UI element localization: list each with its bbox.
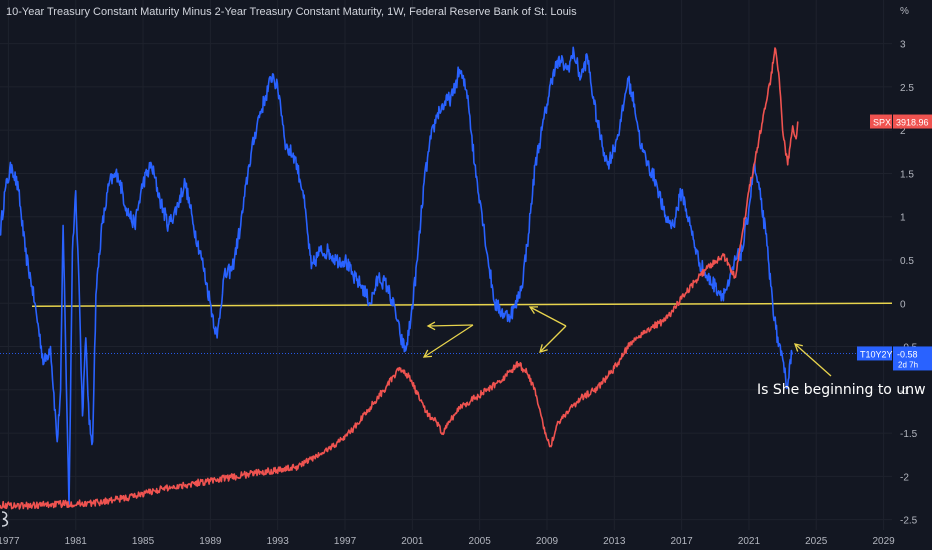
t10y2y-badge-value: -0.58 — [897, 349, 918, 359]
spx-badge-value: 3918.96 — [896, 118, 929, 128]
spx-badge-value-bg — [893, 114, 932, 129]
x-tick-label: 1977 — [0, 536, 20, 547]
spx-badge-label: SPX — [873, 118, 891, 128]
spx-badge-label-bg — [870, 114, 892, 129]
series-line-t10y2y — [0, 46, 794, 508]
x-tick-label: 2021 — [738, 536, 761, 547]
t10y2y-badge-label-bg — [857, 346, 892, 361]
t10y2y-badge-value-bg — [893, 346, 932, 371]
arrow-2007-low — [529, 306, 567, 327]
y-tick-label: 1 — [900, 213, 906, 224]
arrow-2000-spx-peak-head — [422, 349, 433, 358]
arrow-2000-low-head — [426, 321, 436, 331]
grid — [0, 0, 892, 530]
x-tick-label: 1997 — [334, 536, 357, 547]
x-tick-label: 2029 — [872, 536, 895, 547]
arrow-2000-low — [427, 324, 474, 327]
arrow-2023 — [794, 343, 832, 377]
x-tick-label: 2001 — [401, 536, 424, 547]
y-tick-label: -1 — [900, 386, 909, 397]
reference-lines — [0, 302, 893, 354]
y-tick-label: 2 — [900, 126, 906, 137]
x-tick-label: 2017 — [670, 536, 693, 547]
x-tick-label: 1989 — [199, 536, 222, 547]
y-axis: %32.521.510.50-0.5-1-1.5-2-2.5 — [900, 6, 918, 527]
t10y2y-badge-sub: 2d 7h — [898, 360, 918, 369]
y-tick-label: 0 — [900, 299, 906, 310]
arrow-2023-head — [793, 343, 803, 352]
y-tick-label: -2.5 — [900, 516, 918, 527]
t10y2y-badge-label: T10Y2Y — [860, 349, 893, 359]
y-unit-label: % — [900, 6, 909, 17]
arrow-2007-spx-peak-head — [539, 344, 548, 353]
arrow-2007-low-head — [528, 306, 539, 315]
y-tick-label: -1.5 — [900, 429, 918, 440]
x-tick-label: 1993 — [267, 536, 290, 547]
x-tick-label: 1981 — [65, 536, 88, 547]
x-axis: 1977 1981 1985 1989 1993 1997 2001 2005 2009 2013… — [0, 536, 895, 547]
annotation-text: Is She beginning to unw — [757, 382, 926, 398]
series-group — [0, 46, 799, 510]
y-tick-label: 3 — [900, 40, 906, 51]
x-tick-label: 2005 — [469, 536, 492, 547]
annotation-arrows — [422, 306, 832, 377]
x-tick-label: 2013 — [603, 536, 626, 547]
x-tick-label: 1985 — [132, 536, 155, 547]
arrow-2000-spx-peak — [423, 324, 474, 358]
tradingview-logo-icon[interactable] — [0, 508, 12, 530]
arrow-2007-spx-peak — [539, 325, 567, 353]
series-line-spx — [0, 47, 799, 510]
y-tick-label: 2.5 — [900, 83, 914, 94]
x-tick-label: 2025 — [805, 536, 828, 547]
zero-reference-line — [31, 302, 893, 308]
y-tick-label: 1.5 — [900, 169, 914, 180]
chart-title: 10-Year Treasury Constant Maturity Minus… — [6, 6, 577, 18]
y-tick-label: -2 — [900, 472, 909, 483]
x-tick-label: 2009 — [536, 536, 559, 547]
y-tick-label: 0.5 — [900, 256, 914, 267]
